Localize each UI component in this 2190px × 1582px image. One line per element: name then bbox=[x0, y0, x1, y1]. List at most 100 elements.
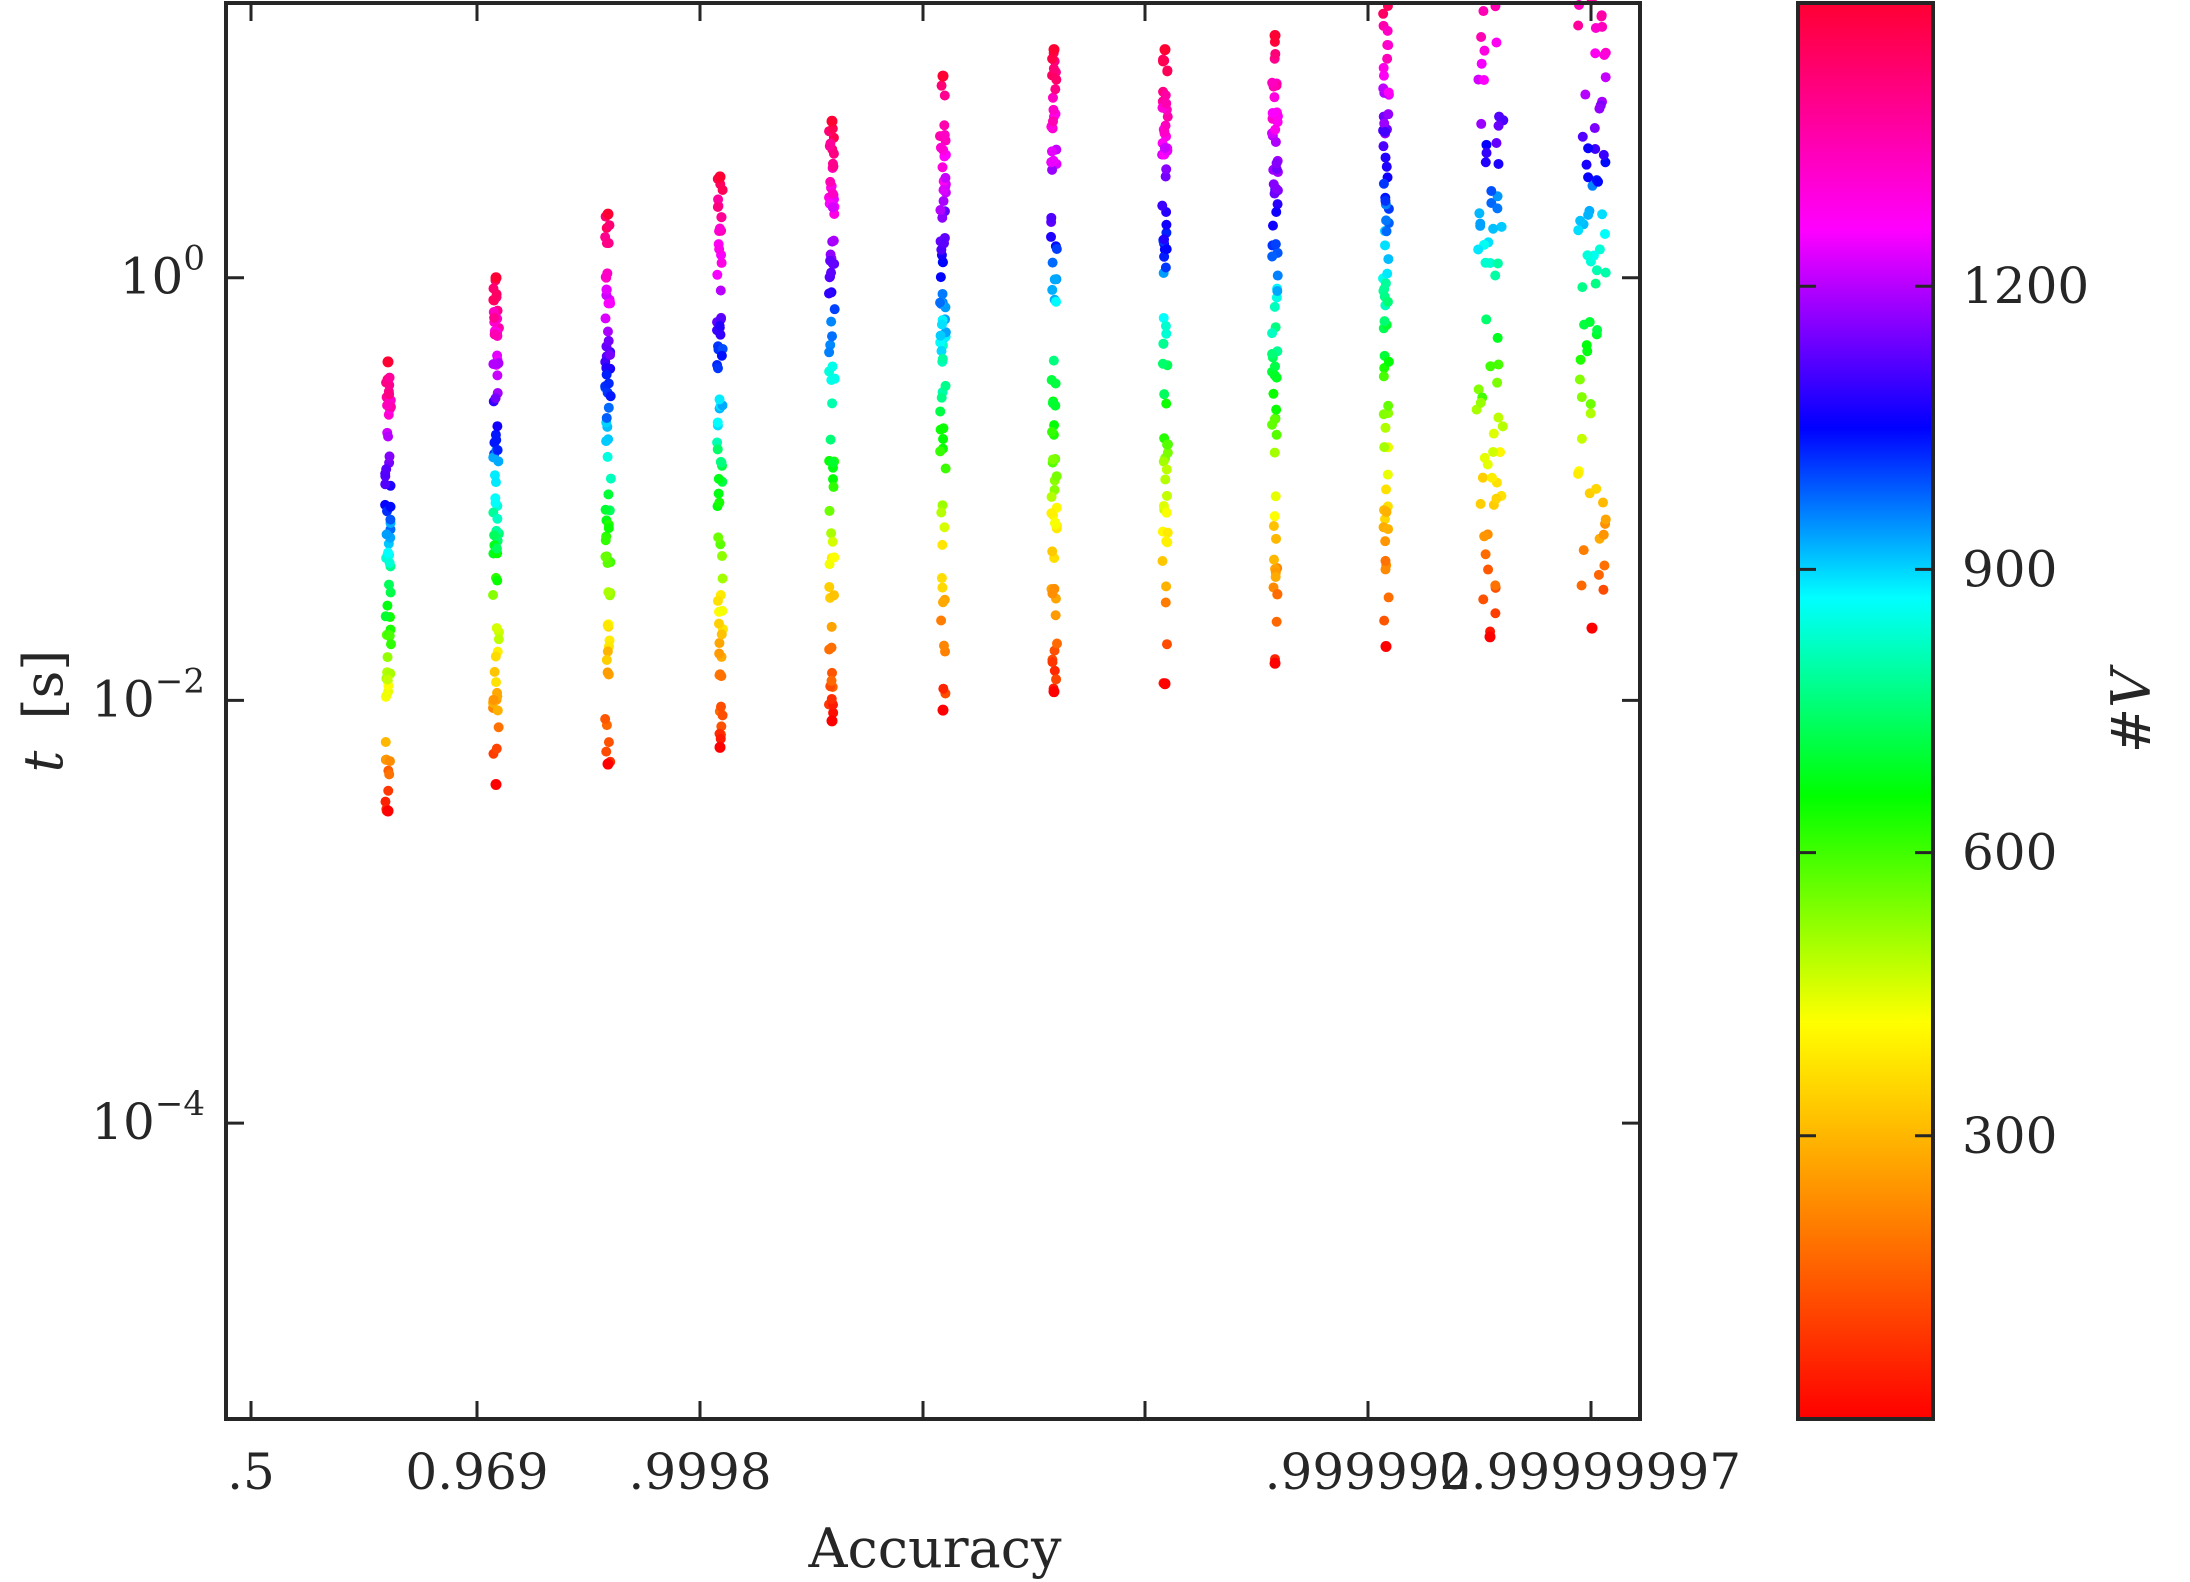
data-point bbox=[1269, 447, 1280, 458]
data-point bbox=[1267, 419, 1278, 430]
data-point bbox=[826, 642, 837, 653]
data-point bbox=[1271, 533, 1282, 544]
data-point bbox=[1380, 152, 1391, 163]
data-point bbox=[936, 615, 947, 626]
data-point bbox=[827, 202, 838, 213]
data-point bbox=[600, 714, 611, 725]
data-point bbox=[1159, 251, 1170, 262]
data-point bbox=[936, 319, 947, 330]
data-point-min bbox=[714, 741, 726, 753]
data-point bbox=[939, 238, 950, 249]
data-point bbox=[601, 284, 612, 295]
data-point bbox=[1267, 348, 1278, 359]
x-tick-label: .999992 bbox=[1265, 1443, 1472, 1501]
data-point bbox=[1050, 84, 1061, 95]
data-point bbox=[1475, 218, 1486, 229]
data-point bbox=[1160, 262, 1171, 273]
data-point bbox=[1599, 560, 1610, 571]
data-point bbox=[1581, 159, 1592, 170]
data-point bbox=[1488, 446, 1499, 457]
data-point bbox=[491, 743, 502, 754]
colorbar-title: #V bbox=[2100, 664, 2163, 753]
data-point bbox=[1598, 497, 1609, 508]
data-point bbox=[1160, 171, 1171, 182]
data-point bbox=[602, 667, 613, 678]
data-point bbox=[1161, 164, 1172, 175]
data-point bbox=[1590, 48, 1601, 59]
data-point bbox=[1493, 412, 1504, 423]
data-point-max bbox=[1159, 44, 1171, 56]
data-point bbox=[824, 347, 835, 358]
data-point bbox=[1380, 536, 1391, 547]
data-point bbox=[1380, 195, 1391, 206]
data-point bbox=[1488, 428, 1499, 439]
data-point bbox=[1272, 285, 1283, 296]
data-point bbox=[1378, 371, 1389, 382]
data-point bbox=[1590, 22, 1601, 33]
data-point bbox=[714, 497, 725, 508]
data-point bbox=[604, 220, 615, 231]
data-point bbox=[602, 646, 613, 657]
data-point-min bbox=[1048, 686, 1060, 698]
data-point bbox=[1046, 157, 1057, 168]
data-point bbox=[1161, 464, 1172, 475]
data-point bbox=[1493, 158, 1504, 169]
data-point bbox=[383, 579, 394, 590]
data-point bbox=[1600, 267, 1611, 278]
data-point bbox=[381, 529, 392, 540]
data-point bbox=[1160, 320, 1171, 331]
data-point bbox=[937, 597, 948, 608]
data-point bbox=[1598, 584, 1609, 595]
data-point bbox=[1492, 258, 1503, 269]
data-point bbox=[1492, 332, 1503, 343]
data-point bbox=[825, 255, 836, 266]
data-point bbox=[824, 505, 835, 516]
data-point bbox=[492, 445, 503, 456]
data-point bbox=[492, 421, 503, 432]
x-axis-ticks bbox=[249, 3, 1593, 1419]
data-point bbox=[601, 746, 612, 757]
data-point-max bbox=[714, 171, 726, 183]
data-point bbox=[488, 694, 499, 705]
data-point bbox=[600, 535, 611, 546]
data-point-min bbox=[826, 715, 838, 727]
data-point bbox=[491, 623, 502, 634]
data-point bbox=[825, 176, 836, 187]
data-point bbox=[826, 621, 837, 632]
data-point bbox=[1380, 555, 1391, 566]
data-point bbox=[490, 393, 501, 404]
data-point bbox=[713, 488, 724, 499]
data-point bbox=[825, 339, 836, 350]
data-point bbox=[605, 349, 616, 360]
data-point bbox=[490, 651, 501, 662]
data-point bbox=[829, 373, 840, 384]
data-point bbox=[939, 522, 950, 533]
data-point bbox=[1046, 146, 1057, 157]
x-tick-label: .9998 bbox=[628, 1443, 771, 1501]
data-point bbox=[1580, 89, 1591, 100]
data-point bbox=[1271, 404, 1282, 415]
data-point bbox=[1573, 468, 1584, 479]
data-point bbox=[1382, 268, 1393, 279]
data-point bbox=[1381, 507, 1392, 518]
data-point bbox=[1584, 317, 1595, 328]
data-point bbox=[1490, 270, 1501, 281]
data-point bbox=[1158, 338, 1169, 349]
data-point bbox=[381, 690, 392, 701]
data-point bbox=[937, 353, 948, 364]
data-point bbox=[384, 756, 395, 767]
data-point bbox=[490, 477, 501, 488]
data-point bbox=[827, 398, 838, 409]
data-point bbox=[1581, 340, 1592, 351]
data-point bbox=[717, 551, 728, 562]
data-point bbox=[828, 161, 839, 172]
data-point bbox=[385, 514, 396, 525]
data-point bbox=[936, 346, 947, 357]
data-point bbox=[1047, 116, 1058, 127]
data-point bbox=[827, 361, 838, 372]
data-point-min bbox=[1269, 657, 1281, 669]
data-point bbox=[1049, 518, 1060, 529]
data-point bbox=[1161, 328, 1172, 339]
data-point bbox=[1380, 278, 1391, 289]
data-point bbox=[1578, 545, 1589, 556]
